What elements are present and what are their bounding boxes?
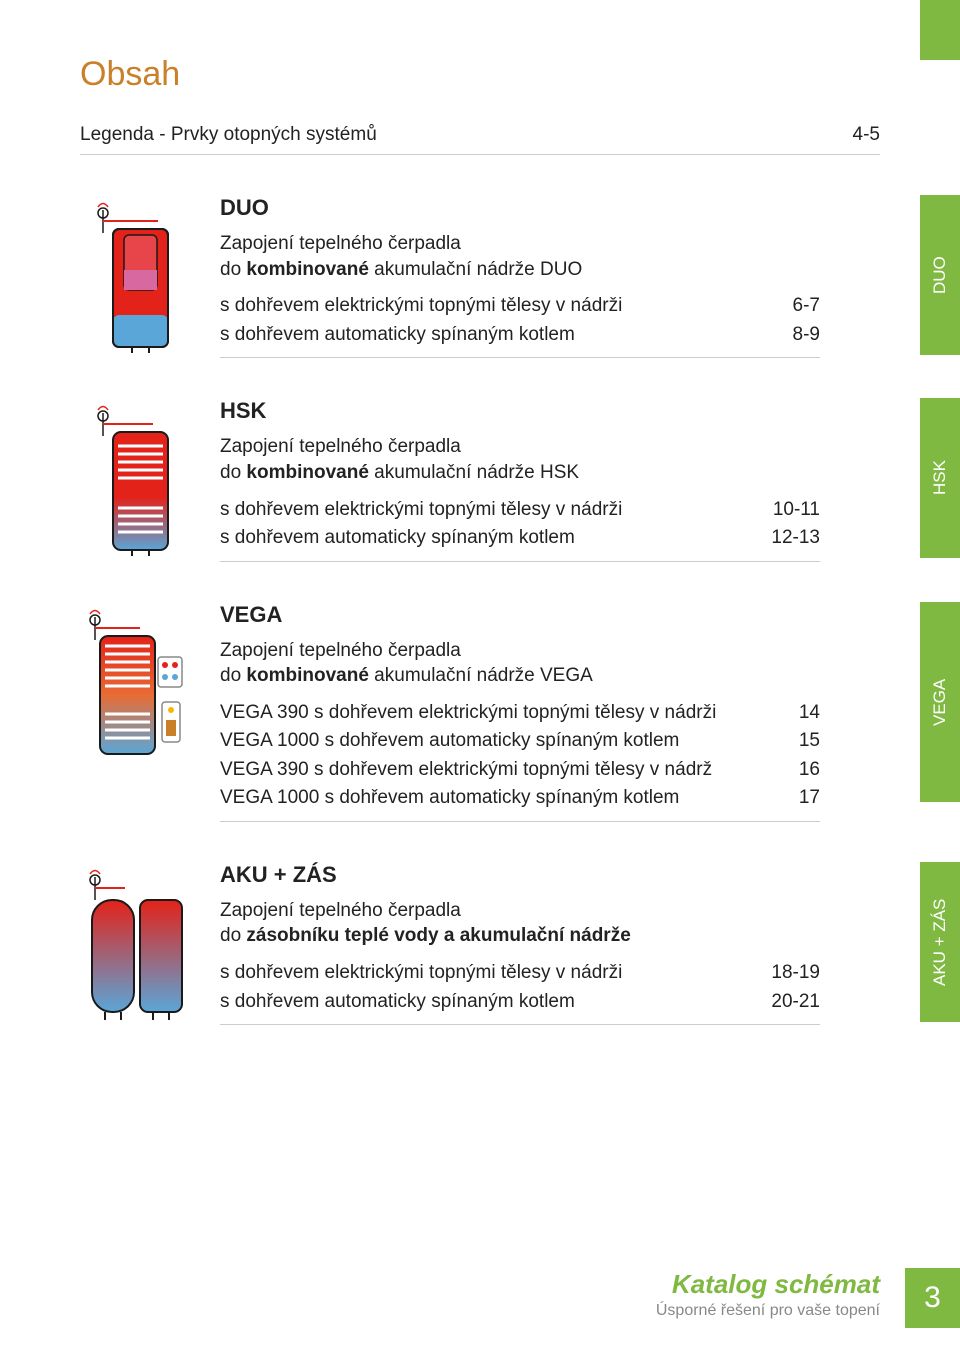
vega-icon bbox=[80, 602, 190, 822]
hsk-icon bbox=[80, 398, 190, 561]
row-pages: 10-11 bbox=[773, 496, 820, 525]
toc-row: s dohřevem automaticky spínaným kotlem 1… bbox=[220, 524, 820, 553]
row-label: s dohřevem automaticky spínaným kotlem bbox=[220, 988, 575, 1017]
row-pages: 17 bbox=[799, 784, 820, 813]
toc-row: VEGA 390 s dohřevem elektrickými topnými… bbox=[220, 699, 820, 728]
row-pages: 18-19 bbox=[771, 959, 820, 988]
toc-row: VEGA 1000 s dohřevem automaticky spínaný… bbox=[220, 727, 820, 756]
hsk-subtitle: Zapojení tepelného čerpadla do kombinova… bbox=[220, 434, 820, 485]
toc-row: s dohřevem elektrickými topnými tělesy v… bbox=[220, 959, 820, 988]
legend-pages: 4-5 bbox=[853, 124, 880, 146]
toc-row: s dohřevem automaticky spínaným kotlem 2… bbox=[220, 988, 820, 1017]
side-tab-duo: DUO bbox=[920, 195, 960, 355]
toc-row: VEGA 390 s dohřevem elektrickými topnými… bbox=[220, 756, 820, 785]
hsk-title: HSK bbox=[220, 398, 820, 424]
section-duo: DUO Zapojení tepelného čerpadla do kombi… bbox=[80, 195, 880, 368]
duo-title: DUO bbox=[220, 195, 820, 221]
row-pages: 12-13 bbox=[771, 524, 820, 553]
row-label: s dohřevem elektrickými topnými tělesy v… bbox=[220, 496, 622, 525]
row-pages: 8-9 bbox=[793, 321, 820, 350]
duo-icon bbox=[80, 195, 190, 358]
legend-label: Legenda - Prvky otopných systémů bbox=[80, 124, 377, 146]
side-tab-vega: VEGA bbox=[920, 602, 960, 802]
page-number: 3 bbox=[905, 1268, 960, 1328]
row-label: VEGA 1000 s dohřevem automaticky spínaný… bbox=[220, 727, 679, 756]
footer-title: Katalog schémat bbox=[656, 1269, 880, 1300]
side-tab-aku: AKU + ZÁS bbox=[920, 862, 960, 1022]
row-pages: 14 bbox=[799, 699, 820, 728]
footer: Katalog schémat Úsporné řešení pro vaše … bbox=[0, 1268, 960, 1328]
footer-subtitle: Úsporné řešení pro vaše topení bbox=[656, 1302, 880, 1320]
section-hsk: HSK Zapojení tepelného čerpadla do kombi… bbox=[80, 398, 880, 571]
page-title: Obsah bbox=[80, 55, 880, 94]
aku-subtitle: Zapojení tepelného čerpadla do zásobníku… bbox=[220, 898, 820, 949]
row-label: s dohřevem automaticky spínaným kotlem bbox=[220, 321, 575, 350]
row-label: s dohřevem elektrickými topnými tělesy v… bbox=[220, 959, 622, 988]
row-label: s dohřevem elektrickými topnými tělesy v… bbox=[220, 292, 622, 321]
legend-row: Legenda - Prvky otopných systémů 4-5 bbox=[80, 124, 880, 155]
vega-subtitle: Zapojení tepelného čerpadla do kombinova… bbox=[220, 638, 820, 689]
toc-row: s dohřevem elektrickými topnými tělesy v… bbox=[220, 496, 820, 525]
row-label: s dohřevem automaticky spínaným kotlem bbox=[220, 524, 575, 553]
side-tab-hsk: HSK bbox=[920, 398, 960, 558]
toc-row: s dohřevem elektrickými topnými tělesy v… bbox=[220, 292, 820, 321]
row-label: VEGA 1000 s dohřevem automaticky spínaný… bbox=[220, 784, 679, 813]
vega-title: VEGA bbox=[220, 602, 820, 628]
aku-icon bbox=[80, 862, 190, 1027]
toc-row: VEGA 1000 s dohřevem automaticky spínaný… bbox=[220, 784, 820, 813]
row-label: VEGA 390 s dohřevem elektrickými topnými… bbox=[220, 699, 716, 728]
row-pages: 6-7 bbox=[793, 292, 820, 321]
section-aku: AKU + ZÁS Zapojení tepelného čerpadla do… bbox=[80, 862, 880, 1037]
row-pages: 16 bbox=[799, 756, 820, 785]
toc-row: s dohřevem automaticky spínaným kotlem 8… bbox=[220, 321, 820, 350]
duo-subtitle: Zapojení tepelného čerpadla do kombinova… bbox=[220, 231, 820, 282]
row-pages: 15 bbox=[799, 727, 820, 756]
row-label: VEGA 390 s dohřevem elektrickými topnými… bbox=[220, 756, 712, 785]
aku-title: AKU + ZÁS bbox=[220, 862, 820, 888]
corner-tab bbox=[920, 0, 960, 60]
section-vega: VEGA Zapojení tepelného čerpadla do komb… bbox=[80, 602, 880, 832]
row-pages: 20-21 bbox=[771, 988, 820, 1017]
